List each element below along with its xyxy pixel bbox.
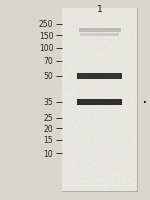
Bar — [79, 29, 121, 33]
Text: 70: 70 — [44, 57, 53, 66]
Text: 50: 50 — [44, 72, 53, 81]
Bar — [80, 33, 119, 36]
Text: 1: 1 — [97, 5, 103, 14]
Text: 100: 100 — [39, 44, 53, 53]
Text: 10: 10 — [44, 149, 53, 158]
Bar — [77, 74, 122, 79]
Text: 25: 25 — [44, 114, 53, 123]
Text: 250: 250 — [39, 20, 53, 29]
Bar — [77, 99, 122, 105]
Text: 150: 150 — [39, 32, 53, 40]
Text: 20: 20 — [44, 124, 53, 133]
Text: 15: 15 — [44, 136, 53, 144]
Text: 35: 35 — [44, 98, 53, 107]
Bar — [62, 9, 137, 191]
